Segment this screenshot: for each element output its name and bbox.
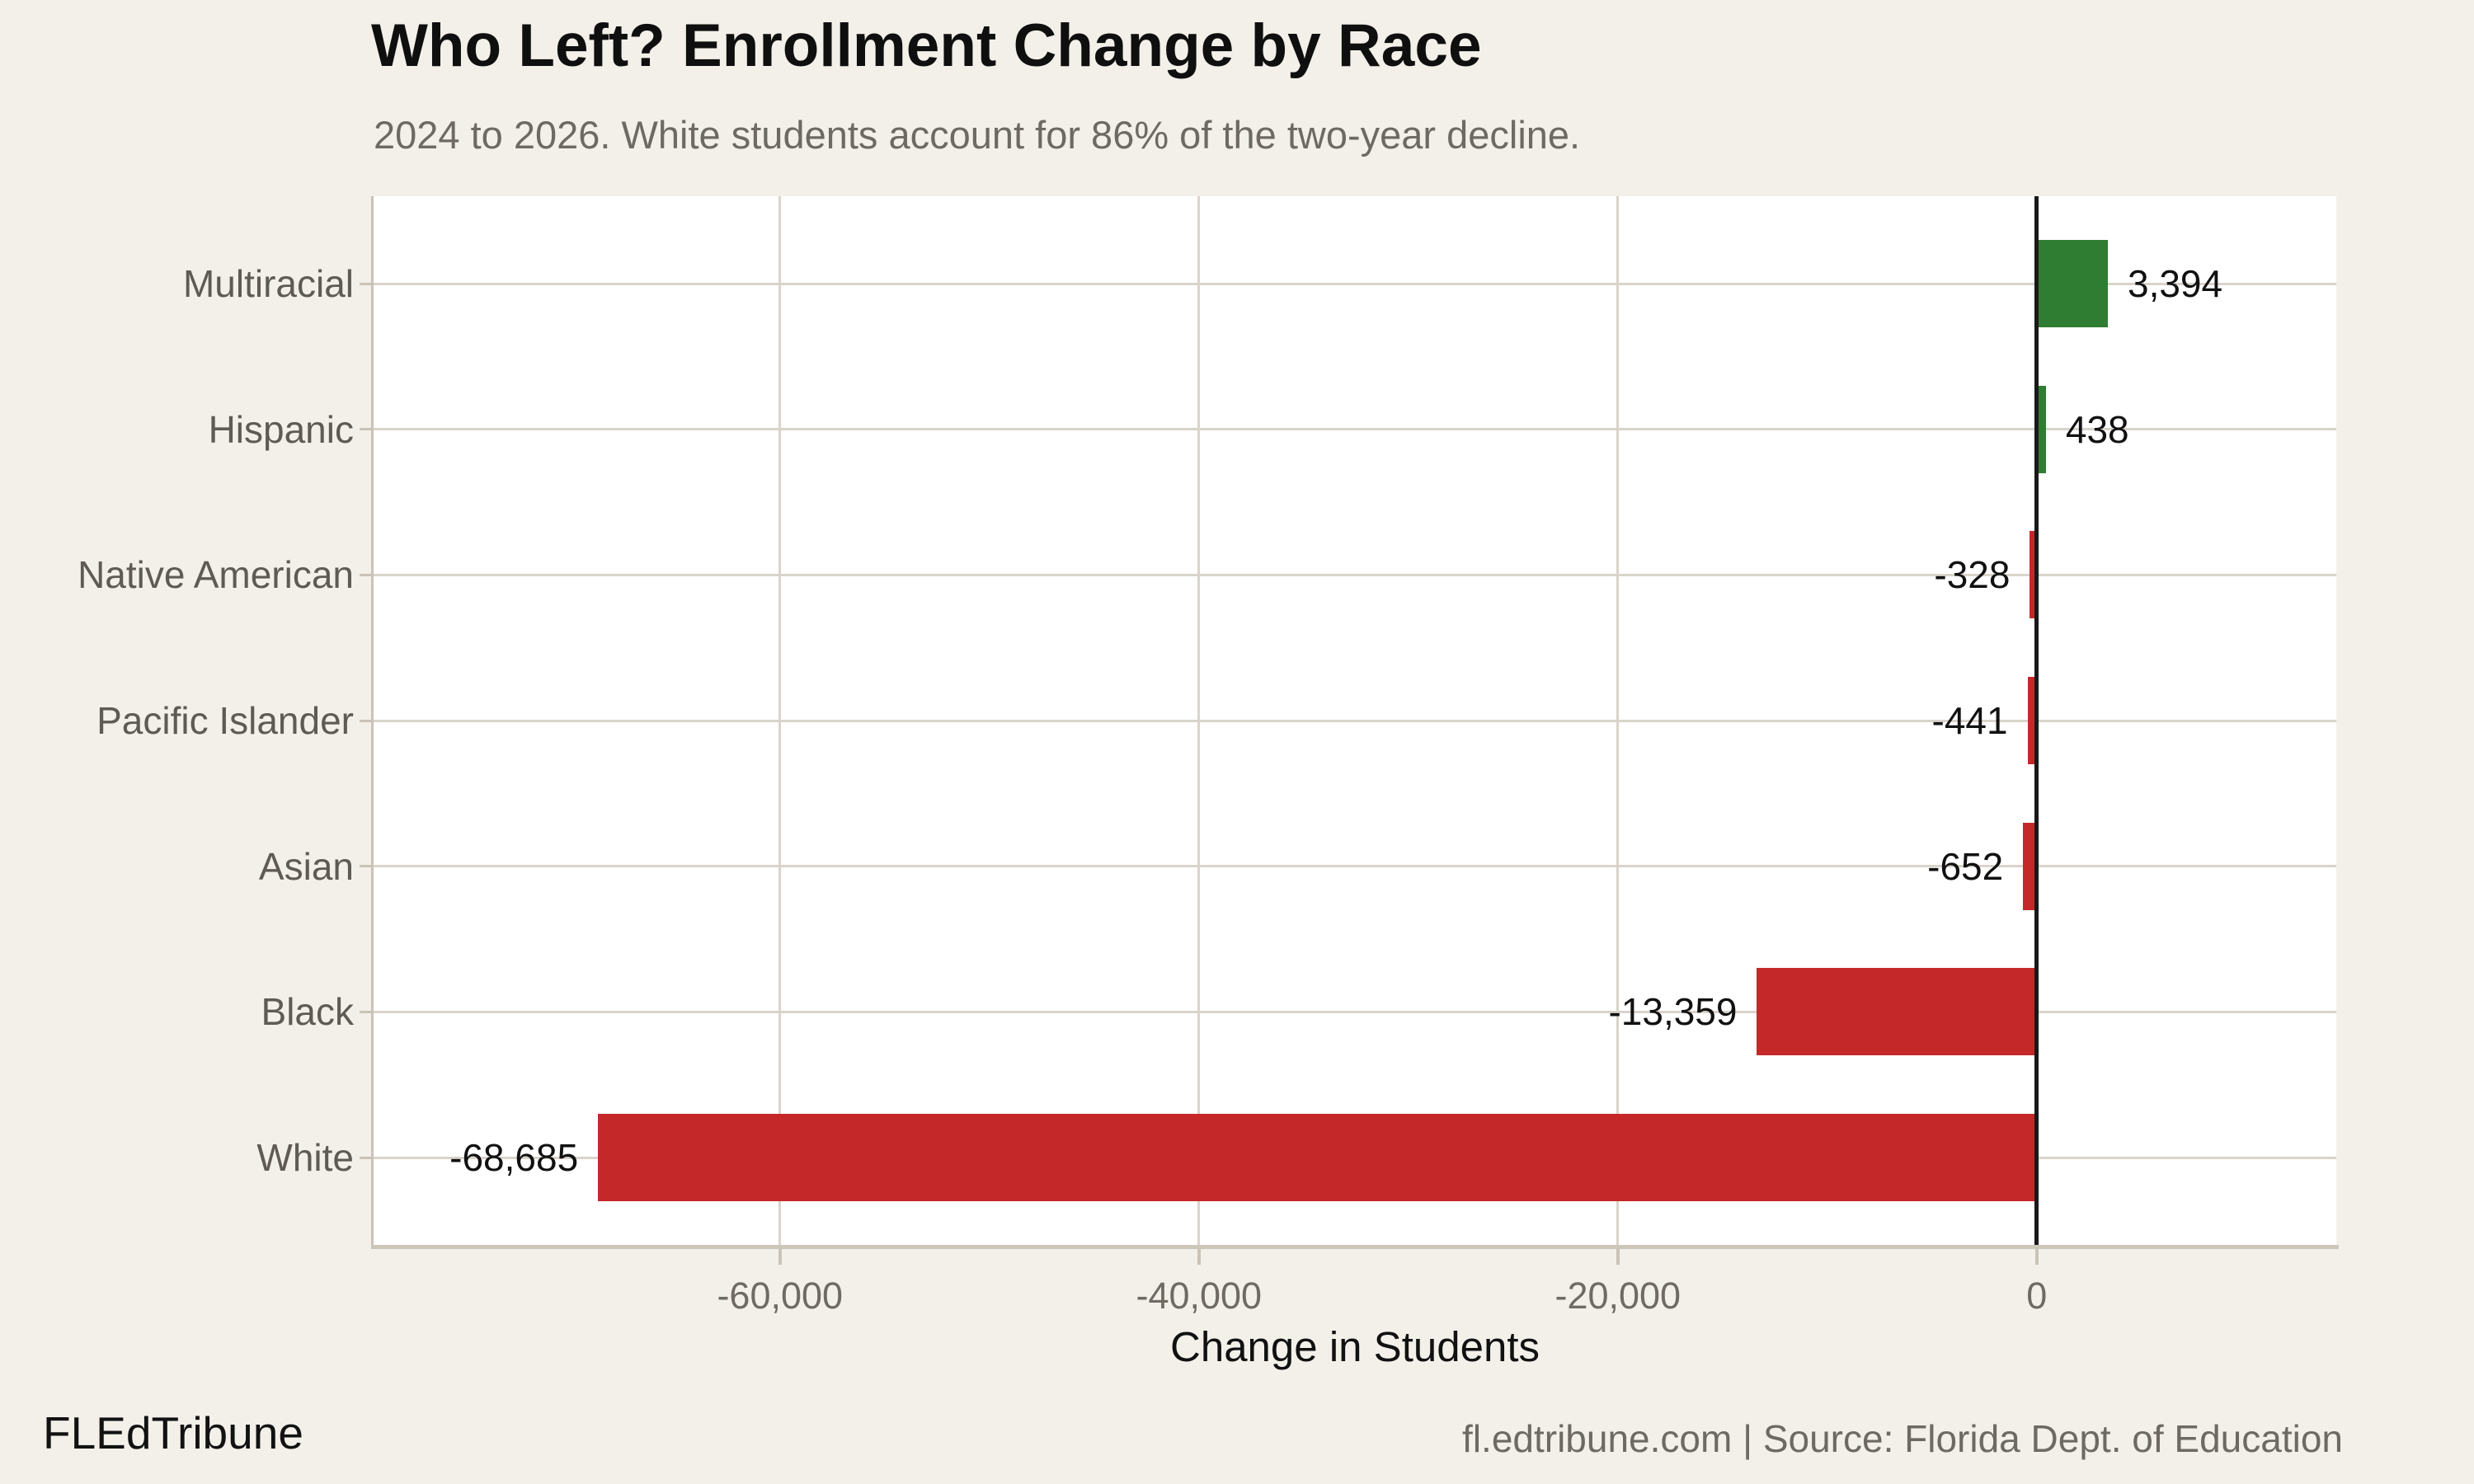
bar (1757, 968, 2037, 1056)
category-label: Multiracial (182, 262, 354, 305)
y-axis-tick (360, 1156, 374, 1159)
zero-baseline (2034, 196, 2039, 1245)
y-axis-tick (360, 282, 374, 285)
brand-logo-text: FLEdTribune (43, 1407, 303, 1458)
gridline-horizontal (374, 573, 2336, 576)
bar (2036, 240, 2108, 327)
bar-value-label: -328 (1934, 553, 2011, 597)
y-axis-tick (360, 865, 374, 868)
x-tick-label: -60,000 (717, 1275, 844, 1317)
category-label: Black (261, 990, 354, 1034)
x-axis-tick (778, 1248, 782, 1265)
y-axis-tick (360, 428, 374, 431)
y-axis-tick (360, 1010, 374, 1013)
bar (2036, 385, 2046, 473)
x-axis-tick (1616, 1248, 1620, 1265)
gridline-horizontal (374, 428, 2336, 431)
y-axis-tick (360, 573, 374, 576)
bar (2030, 531, 2037, 619)
category-label: Hispanic (208, 407, 354, 451)
x-axis-tick (1197, 1248, 1201, 1265)
bar (598, 1114, 2037, 1201)
bar-value-label: -68,685 (449, 1136, 579, 1179)
gridline-vertical (1197, 196, 1201, 1245)
category-label: Asian (258, 844, 354, 888)
bar-value-label: 438 (2065, 407, 2129, 451)
bar (2023, 822, 2037, 910)
gridline-vertical (778, 196, 782, 1245)
bar-value-label: 3,394 (2127, 262, 2223, 305)
category-label: Pacific Islander (96, 699, 354, 742)
bar-value-label: -652 (1927, 844, 2004, 888)
chart-subtitle: 2024 to 2026. White students account for… (374, 113, 1581, 157)
gridline-horizontal (374, 719, 2336, 722)
x-axis-tick (2034, 1248, 2039, 1265)
y-axis-tick (360, 719, 374, 722)
source-attribution: fl.edtribune.com | Source: Florida Dept.… (1462, 1417, 2343, 1460)
x-axis-line (371, 1245, 2339, 1249)
bar-value-label: -441 (1931, 699, 2008, 742)
bar-value-label: -13,359 (1608, 990, 1738, 1034)
category-label: Native American (78, 553, 354, 597)
gridline-horizontal (374, 282, 2336, 285)
gridline-vertical (1616, 196, 1620, 1245)
x-tick-label: -40,000 (1136, 1275, 1263, 1317)
category-label: White (256, 1136, 354, 1179)
gridline-horizontal (374, 865, 2336, 868)
x-axis-title: Change in Students (1170, 1323, 1540, 1370)
x-tick-label: -20,000 (1554, 1275, 1681, 1317)
plot-area: 3,394 438 -328 -441 -652 -13,359 -68,685 (374, 196, 2336, 1245)
chart-title: Who Left? Enrollment Change by Race (371, 12, 1482, 79)
x-tick-label: 0 (2026, 1275, 2048, 1317)
gridline-horizontal (374, 1010, 2336, 1013)
bar (2027, 677, 2037, 764)
